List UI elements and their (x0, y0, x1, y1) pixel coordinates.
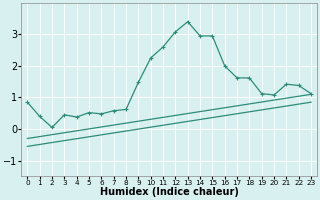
X-axis label: Humidex (Indice chaleur): Humidex (Indice chaleur) (100, 187, 239, 197)
